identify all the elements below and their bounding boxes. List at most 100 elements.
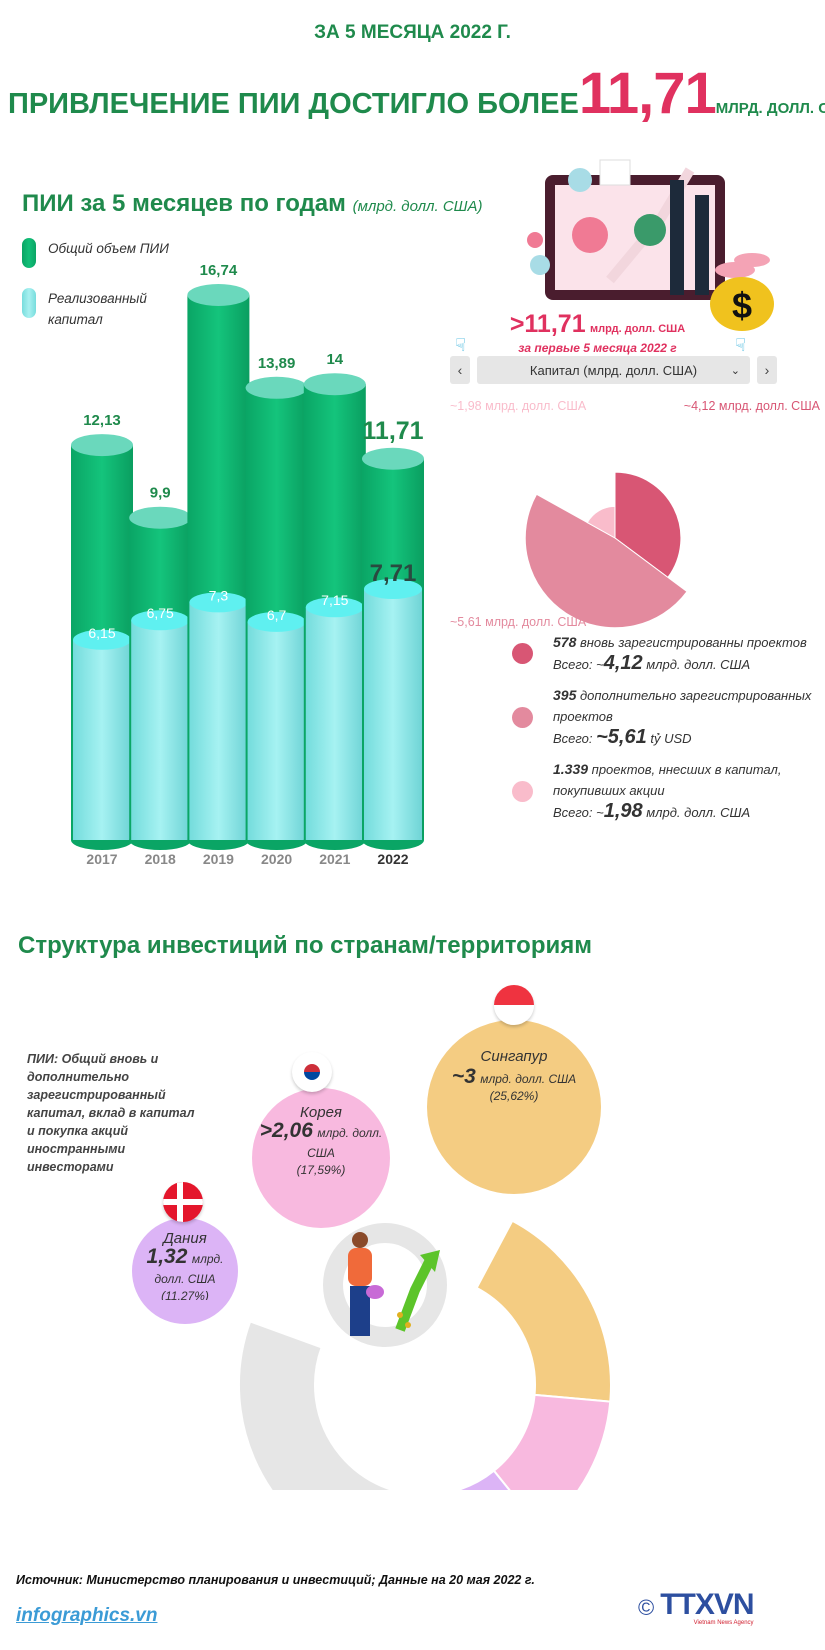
country-pct: (17,59%)	[296, 1163, 346, 1177]
capital-legend-item: 1.339 проектов, ннесших в капитал, покуп…	[512, 759, 825, 823]
investor-illustration	[323, 1223, 447, 1347]
bar-realized	[247, 621, 306, 840]
country-value: 1,32	[146, 1245, 188, 1268]
donut-segment	[475, 1219, 612, 1403]
bar-realized	[189, 602, 248, 840]
x-tick-label: 2022	[377, 851, 408, 867]
bar-total-label: 9,9	[150, 485, 171, 502]
total-value: 1,98	[603, 800, 643, 822]
country-unit: млрд. долл. США	[307, 1126, 383, 1160]
country-name: Дания	[163, 1230, 207, 1247]
legend-dot	[512, 780, 533, 802]
bar-total-top	[362, 447, 424, 470]
capital-dropdown[interactable]: Капитал (млрд. долл. США) ⌄	[477, 356, 750, 384]
pie-slice-label: ~5,61 млрд. долл. США	[450, 615, 587, 629]
bar-total-top	[187, 284, 250, 306]
fdi-note: ПИИ: Общий вновь и дополнительно зарегис…	[27, 1052, 195, 1174]
total-unit: млрд. долл. США	[642, 805, 751, 820]
headline: ПРИВЛЕЧЕНИЕ ПИИ ДОСТИГЛО БОЛЕЕ11,71МЛРД.…	[8, 60, 825, 127]
bar-total-label: 11,71	[362, 417, 423, 445]
capital-legend: 578 вновь зарегистрированны проектов Всег…	[512, 632, 825, 823]
country-unit: млрд. долл. США	[154, 1252, 224, 1286]
legend-label: Общий объем ПИИ	[48, 241, 169, 256]
pointing-hand-icon: ☟	[735, 335, 746, 355]
legend-swatch-realized	[22, 288, 36, 318]
bubble-singapore: Сингапур ~3 млрд. долл. США (25,62%)	[427, 1020, 601, 1194]
bar-realized-label: 7,3	[209, 587, 229, 603]
denmark-flag-icon	[163, 1182, 203, 1222]
pie-slice	[524, 493, 688, 629]
bar-total-top	[303, 373, 366, 396]
pie-slice	[586, 505, 616, 539]
highlight-unit: млрд. долл. США	[590, 323, 686, 335]
capital-legend-item: 578 вновь зарегистрированны проектов Всег…	[512, 632, 825, 675]
country-pct: (25,62%)	[489, 1089, 539, 1103]
bar-realized-top	[247, 611, 306, 632]
money-bag-icon: $	[710, 277, 774, 331]
legend-dot	[512, 643, 533, 664]
x-tick-label: 2019	[203, 851, 234, 867]
capital-legend-item: 395 дополнительно зарегистрированных про…	[512, 685, 825, 749]
highlight-subtitle: за первые 5 месяца 2022 г	[518, 341, 677, 355]
bar-realized-label: 6,15	[88, 625, 115, 641]
bar-realized	[305, 607, 364, 840]
bar-realized-label: 6,7	[267, 607, 287, 623]
bar-total-top	[129, 506, 192, 529]
bar-realized	[131, 620, 190, 840]
total-highlight: >11,71 млрд. долл. США за первые 5 месяц…	[495, 310, 700, 355]
country-unit: млрд. долл. США	[480, 1072, 577, 1086]
prev-button[interactable]: ‹	[450, 356, 470, 384]
project-desc: проектов, ннесших в капитал, покупивших …	[553, 762, 782, 798]
business-illustration	[527, 159, 770, 300]
bar-realized	[73, 639, 131, 840]
pie-slice	[614, 471, 682, 579]
kicker: ЗА 5 МЕСЯЦА 2022 Г.	[314, 22, 511, 43]
donut-segment	[492, 1393, 612, 1490]
x-tick-label: 2021	[319, 851, 350, 867]
ttxvn-logo: © TTXVN Vietnam News Agency	[638, 1588, 755, 1627]
project-count: 578	[553, 634, 577, 650]
highlight-value: >11,71	[509, 310, 586, 338]
country-name: Сингапур	[480, 1048, 548, 1065]
legend-total: Общий объем ПИИ	[22, 238, 178, 268]
pointing-hand-icon: ☟	[455, 335, 466, 355]
section-unit: (млрд. долл. США)	[352, 198, 483, 215]
country-value: >2,06	[259, 1119, 313, 1142]
source-note: Источник: Министерство планирования и ин…	[16, 1573, 535, 1587]
legend-swatch-total	[22, 238, 36, 268]
bar-realized-top	[73, 629, 131, 650]
bar-realized-top	[189, 592, 248, 613]
bar-realized-top	[364, 578, 422, 599]
site-link[interactable]: infographics.vn	[16, 1605, 158, 1626]
bar-realized-top	[131, 610, 190, 631]
korea-flag-icon	[292, 1052, 332, 1092]
bar-total-label: 14	[326, 351, 343, 368]
bar-total-label: 16,74	[200, 262, 238, 279]
project-desc: вновь зарегистрированны проектов	[576, 635, 807, 650]
headline-value: 11,71	[578, 61, 717, 126]
singapore-flag-icon	[494, 985, 534, 1025]
total-value: 4,12	[603, 652, 643, 674]
logo-text: TTXVN	[660, 1588, 754, 1621]
country-name: Корея	[300, 1104, 342, 1121]
total-unit: tỷ USD	[646, 731, 692, 746]
next-button[interactable]: ›	[757, 356, 777, 384]
bar-total-top	[71, 434, 133, 457]
pie-slice-label: ~1,98 млрд. долл. США	[450, 399, 587, 413]
section-title-years: ПИИ за 5 месяцев по годам (млрд. долл. С…	[22, 190, 482, 218]
legend-realized: Реализованный капитал	[22, 288, 178, 330]
x-tick-label: 2017	[86, 851, 117, 867]
country-value: ~3	[451, 1065, 476, 1088]
bar-realized-label: 7,71	[370, 560, 417, 587]
total-value: ~5,61	[596, 726, 647, 748]
bar-realized-top	[305, 597, 364, 618]
country-donut-chart	[238, 1219, 612, 1490]
section-title-countries: Структура инвестиций по странам/территор…	[18, 932, 592, 959]
bar-total-label: 13,89	[258, 355, 296, 372]
headline-text: ПРИВЛЕЧЕНИЕ ПИИ ДОСТИГЛО БОЛЕЕ	[8, 88, 579, 120]
bar-total-top	[245, 376, 308, 399]
logo-subtitle: Vietnam News Agency	[693, 1620, 754, 1626]
dropdown-label: Капитал (млрд. долл. США)	[529, 362, 698, 378]
bar-realized-label: 6,75	[147, 605, 174, 621]
legend-dot	[512, 706, 533, 728]
